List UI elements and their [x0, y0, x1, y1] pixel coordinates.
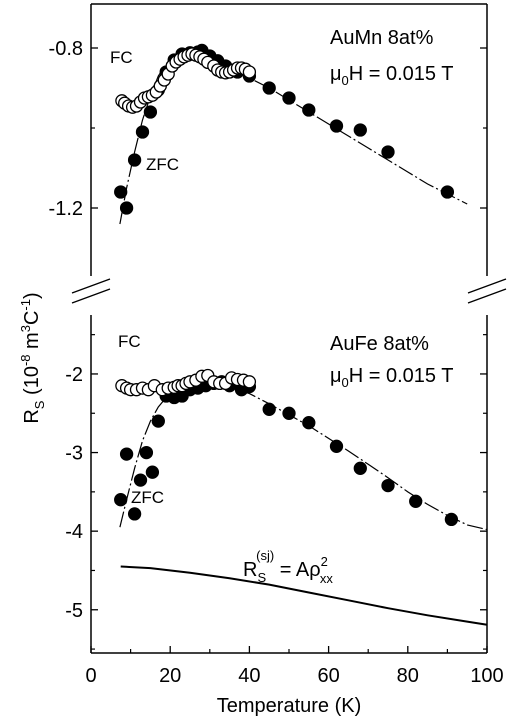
zfc-data-point [444, 512, 459, 527]
zfc-data-point [262, 402, 276, 416]
left-break-mark-2 [71, 288, 111, 304]
zfc-data-point [262, 81, 276, 95]
top-zfc-label: ZFC [146, 155, 179, 174]
zfc-data-point [409, 494, 423, 508]
x-tick-label: 60 [317, 665, 339, 687]
x-axis-ticks: 0 20 40 60 80 100 [85, 646, 504, 687]
zfc-data-point [143, 105, 158, 119]
top-field-label: μ0H = 0.015 T [330, 63, 453, 88]
zfc-data-point [133, 473, 148, 487]
bottom-zfc-label: ZFC [131, 488, 164, 507]
fc-data-point [242, 375, 257, 389]
zfc-data-point [282, 406, 296, 420]
zfc-data-point [127, 153, 142, 167]
x-tick-label: 40 [238, 665, 260, 687]
bottom-sample-label: AuFe 8at% [330, 333, 429, 355]
top-panel-y-ticks: -0.8 -1.2 [49, 38, 487, 220]
bottom-fc-label: FC [118, 332, 141, 351]
zfc-data-point [135, 125, 150, 139]
fc-data-point [242, 65, 257, 79]
zfc-data-point [139, 445, 154, 460]
bottom-panel-plot [114, 368, 488, 626]
zfc-data-point [353, 123, 367, 137]
x-tick-label: 80 [397, 665, 419, 687]
top-fc-label: FC [110, 48, 133, 67]
top-panel-plot [114, 43, 468, 225]
y-tick-label: -0.8 [49, 38, 83, 60]
zfc-data-point [440, 185, 455, 199]
zfc-data-point [151, 414, 165, 428]
zfc-data-point [114, 493, 128, 507]
y-tick-label: -4 [65, 521, 83, 543]
top-sample-label: AuMn 8at% [330, 27, 434, 49]
bottom-panel-y-ticks: -2 -3 -4 -5 [65, 334, 487, 650]
y-tick-label: -2 [65, 364, 83, 386]
zfc-data-point [381, 145, 395, 159]
zfc-data-point [119, 201, 134, 215]
zfc-data-point [302, 416, 316, 430]
y-axis-title: RS (10-8 m3C-1) [18, 292, 47, 423]
zfc-data-point [329, 119, 344, 133]
x-axis-title: Temperature (K) [217, 695, 362, 717]
sj-formula-label: RS(sj) = Aρ2 xx [243, 548, 333, 586]
left-break-mark-1 [71, 278, 111, 294]
zfc-data-point [302, 103, 316, 117]
x-tick-label: 20 [159, 665, 181, 687]
zfc-data-point [114, 185, 128, 199]
x-tick-label: 100 [470, 665, 503, 687]
right-break-mark-2 [467, 288, 507, 304]
zfc-data-point [353, 461, 367, 475]
y-tick-label: -3 [65, 443, 83, 465]
zfc-data-point [145, 465, 160, 479]
zfc-data-point [127, 507, 142, 521]
right-break-mark-1 [467, 278, 507, 294]
zfc-data-point [119, 447, 134, 461]
fit-curve [119, 385, 488, 531]
zfc-data-point [329, 439, 344, 453]
bottom-field-label: μ0H = 0.015 T [330, 365, 453, 390]
zfc-data-point [282, 91, 296, 105]
skew-scattering-curve [120, 565, 488, 626]
y-tick-label: -1.2 [49, 198, 83, 220]
zfc-data-point [381, 478, 395, 493]
x-tick-label: 0 [85, 665, 96, 687]
axis-break-marks [71, 278, 507, 304]
y-tick-label: -5 [65, 600, 83, 622]
